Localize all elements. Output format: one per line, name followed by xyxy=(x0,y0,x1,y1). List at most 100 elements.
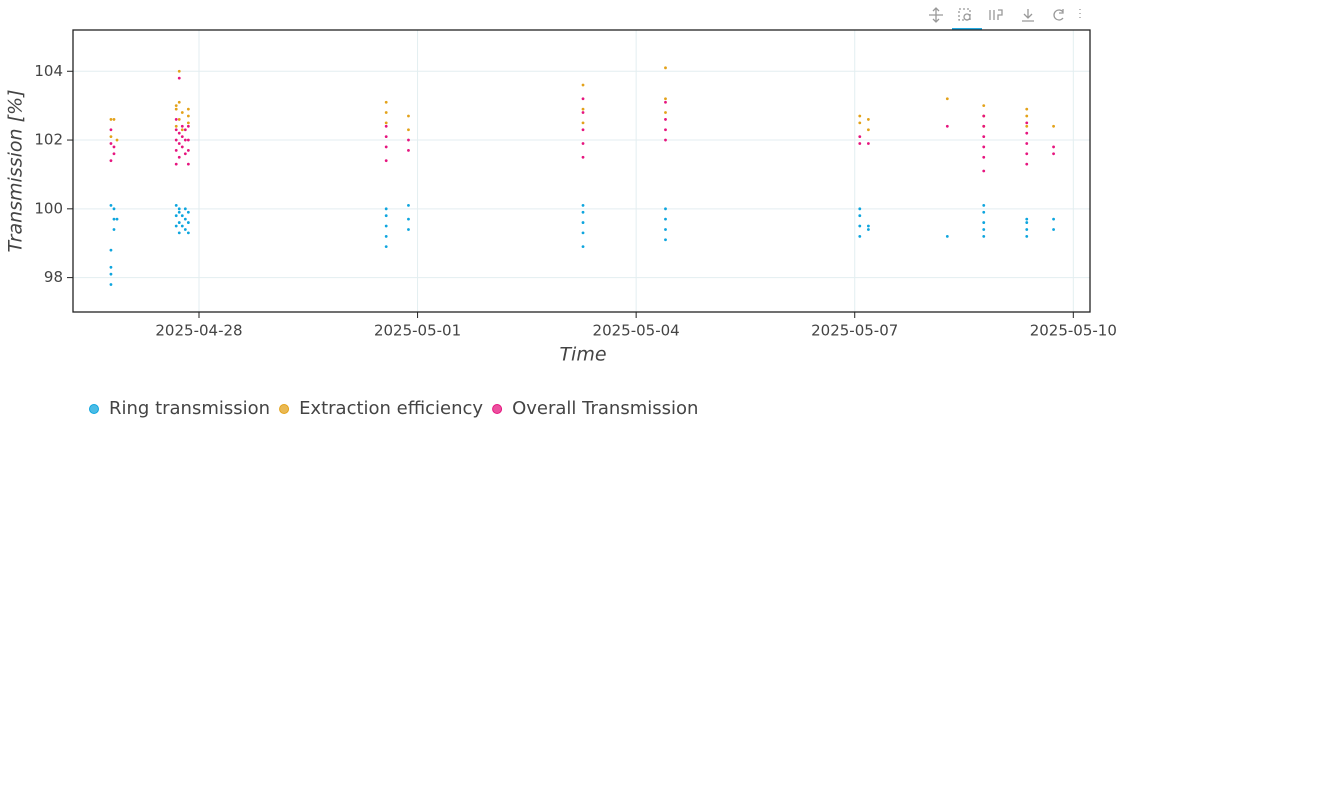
y-tick-label: 102 xyxy=(34,131,63,149)
point xyxy=(866,142,870,145)
point xyxy=(177,221,181,224)
point xyxy=(174,148,178,152)
point xyxy=(581,97,585,101)
pan-tool[interactable] xyxy=(929,7,943,23)
point xyxy=(186,221,190,224)
point xyxy=(183,217,187,221)
point xyxy=(174,162,178,166)
point xyxy=(177,142,181,145)
box-zoom-tool[interactable] xyxy=(958,8,971,21)
point xyxy=(384,145,388,149)
point xyxy=(664,66,667,70)
point xyxy=(858,224,862,228)
point xyxy=(109,265,113,269)
point xyxy=(384,234,388,238)
x-tick-label: 2025-05-01 xyxy=(374,322,461,340)
point xyxy=(177,118,181,121)
x-tick-label: 2025-05-10 xyxy=(1030,322,1117,340)
point xyxy=(177,131,181,135)
point xyxy=(581,210,585,214)
point xyxy=(384,159,388,163)
point xyxy=(174,118,178,121)
point xyxy=(174,224,178,228)
point xyxy=(581,155,585,159)
point xyxy=(866,224,870,228)
point xyxy=(664,111,667,114)
point xyxy=(1025,121,1029,125)
point xyxy=(384,135,388,139)
point xyxy=(1052,124,1055,128)
point xyxy=(112,152,116,156)
x-tick-label: 2025-05-04 xyxy=(593,322,680,340)
point xyxy=(1052,228,1055,231)
point xyxy=(384,245,388,249)
reset-tool[interactable] xyxy=(1053,9,1064,21)
point xyxy=(186,124,190,128)
point xyxy=(384,124,388,128)
point xyxy=(384,100,388,104)
point xyxy=(982,221,986,224)
point xyxy=(1025,142,1029,145)
point xyxy=(177,69,181,73)
point xyxy=(982,155,986,159)
point xyxy=(664,217,667,221)
legend-marker xyxy=(89,404,99,414)
point xyxy=(186,121,190,125)
point xyxy=(581,128,585,132)
point xyxy=(186,114,190,118)
point xyxy=(109,159,113,163)
point xyxy=(112,217,116,221)
point xyxy=(407,148,410,152)
lasso-tool[interactable] xyxy=(989,9,1003,20)
point xyxy=(866,128,870,132)
point xyxy=(581,231,585,235)
point xyxy=(112,145,116,149)
point xyxy=(109,118,113,121)
legend-marker xyxy=(279,404,290,414)
point xyxy=(982,203,986,207)
point xyxy=(581,107,585,111)
save-tool[interactable] xyxy=(1022,9,1034,22)
point xyxy=(858,207,862,211)
point xyxy=(1052,145,1055,149)
y-tick-label: 98 xyxy=(44,268,63,286)
point xyxy=(982,135,986,139)
point xyxy=(858,121,862,125)
x-tick-label: 2025-05-07 xyxy=(811,322,898,340)
point xyxy=(115,217,119,221)
point xyxy=(407,114,410,118)
point xyxy=(664,238,667,242)
point xyxy=(1025,124,1029,128)
point xyxy=(407,228,410,231)
point xyxy=(183,228,187,231)
active-indicator xyxy=(952,28,982,30)
point xyxy=(1025,234,1029,238)
legend-marker xyxy=(492,404,503,414)
point xyxy=(982,228,986,231)
point xyxy=(581,142,585,145)
point xyxy=(177,210,181,214)
point xyxy=(1052,217,1055,221)
point xyxy=(115,138,119,142)
point xyxy=(982,234,986,238)
point xyxy=(177,155,181,159)
point xyxy=(858,135,862,139)
point xyxy=(1025,221,1029,224)
point xyxy=(174,203,178,207)
point xyxy=(407,217,410,221)
point xyxy=(112,118,116,121)
point xyxy=(1025,114,1029,118)
point xyxy=(664,100,667,104)
legend-label: Ring transmission xyxy=(109,398,270,419)
point xyxy=(183,152,187,156)
point xyxy=(186,107,190,111)
toolbar xyxy=(929,7,1081,30)
point xyxy=(866,228,870,231)
point xyxy=(945,234,949,238)
point xyxy=(183,207,187,211)
x-tick-label: 2025-04-28 xyxy=(155,322,242,340)
point xyxy=(174,104,178,108)
point xyxy=(174,138,178,142)
point xyxy=(1052,152,1055,156)
point xyxy=(177,231,181,235)
